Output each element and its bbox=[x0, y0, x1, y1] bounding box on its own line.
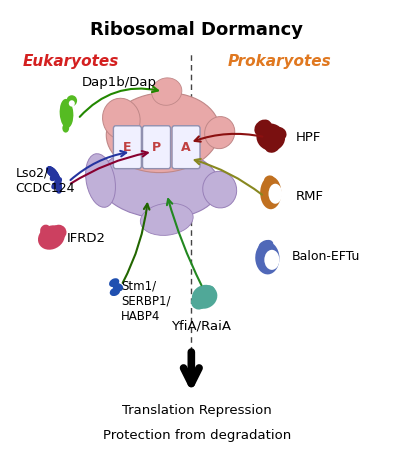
Ellipse shape bbox=[268, 184, 282, 204]
Text: Prokaryotes: Prokaryotes bbox=[227, 55, 331, 69]
Ellipse shape bbox=[258, 240, 273, 251]
Ellipse shape bbox=[203, 285, 215, 297]
Text: E: E bbox=[123, 141, 132, 154]
Ellipse shape bbox=[273, 127, 286, 140]
Ellipse shape bbox=[203, 171, 237, 208]
Text: A: A bbox=[181, 141, 191, 154]
Ellipse shape bbox=[265, 140, 280, 153]
FancyBboxPatch shape bbox=[143, 126, 171, 169]
Text: P: P bbox=[152, 141, 161, 154]
Ellipse shape bbox=[255, 120, 272, 137]
Ellipse shape bbox=[85, 154, 115, 207]
Ellipse shape bbox=[106, 93, 219, 172]
Ellipse shape bbox=[140, 203, 193, 236]
Text: Ribosomal Dormancy: Ribosomal Dormancy bbox=[91, 21, 303, 39]
Ellipse shape bbox=[256, 124, 285, 151]
Text: RMF: RMF bbox=[296, 190, 323, 203]
Ellipse shape bbox=[264, 250, 279, 270]
Text: Translation Repression: Translation Repression bbox=[122, 404, 272, 417]
FancyBboxPatch shape bbox=[172, 126, 200, 169]
Ellipse shape bbox=[99, 147, 219, 218]
Ellipse shape bbox=[191, 295, 206, 310]
Ellipse shape bbox=[102, 98, 140, 140]
Text: Stm1/
SERBP1/
HABP4: Stm1/ SERBP1/ HABP4 bbox=[121, 280, 171, 323]
Text: YfiA/RaiA: YfiA/RaiA bbox=[171, 320, 231, 333]
Ellipse shape bbox=[204, 116, 235, 149]
Text: HPF: HPF bbox=[296, 131, 321, 143]
Text: Lso2/
CCDC124: Lso2/ CCDC124 bbox=[15, 167, 75, 194]
Ellipse shape bbox=[51, 181, 59, 190]
Text: Balon-EFTu: Balon-EFTu bbox=[292, 250, 360, 263]
Ellipse shape bbox=[192, 285, 217, 309]
Ellipse shape bbox=[255, 242, 279, 275]
Ellipse shape bbox=[260, 176, 281, 209]
Ellipse shape bbox=[38, 225, 65, 250]
Text: IFRD2: IFRD2 bbox=[67, 232, 106, 246]
Ellipse shape bbox=[109, 278, 119, 287]
Ellipse shape bbox=[113, 283, 123, 291]
Ellipse shape bbox=[51, 225, 67, 239]
Ellipse shape bbox=[54, 177, 62, 185]
Ellipse shape bbox=[59, 99, 73, 128]
Ellipse shape bbox=[67, 95, 77, 106]
FancyBboxPatch shape bbox=[113, 126, 141, 169]
Ellipse shape bbox=[40, 225, 50, 236]
Text: Eukaryotes: Eukaryotes bbox=[23, 55, 119, 69]
Text: Protection from degradation: Protection from degradation bbox=[103, 429, 291, 442]
Ellipse shape bbox=[110, 287, 120, 296]
Ellipse shape bbox=[62, 124, 69, 133]
Ellipse shape bbox=[69, 100, 75, 106]
Ellipse shape bbox=[50, 173, 58, 181]
Ellipse shape bbox=[152, 78, 182, 105]
Text: Dap1b/Dap: Dap1b/Dap bbox=[82, 76, 157, 89]
Ellipse shape bbox=[264, 175, 275, 185]
